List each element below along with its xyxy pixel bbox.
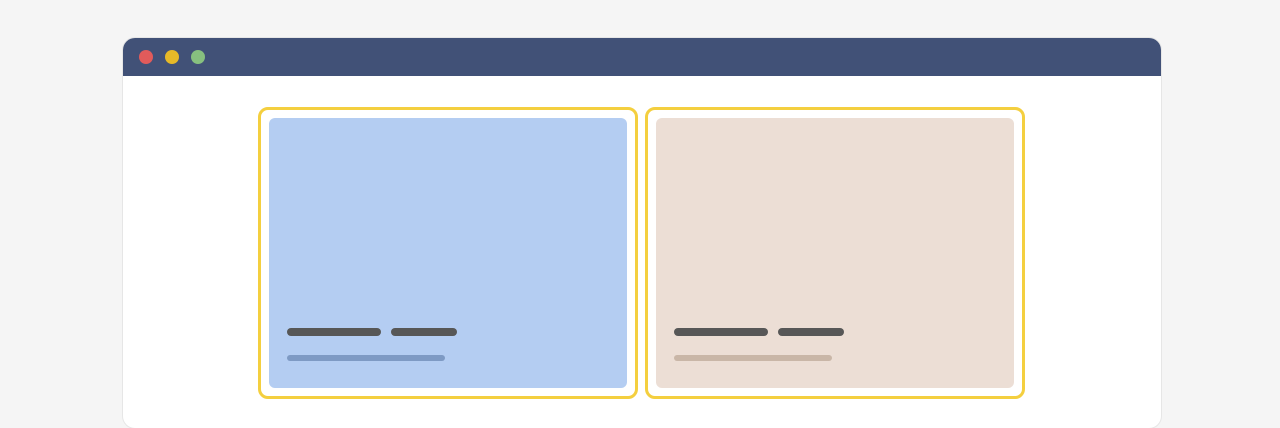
card-title-placeholder-short: [391, 328, 457, 336]
card-title-placeholder-short: [778, 328, 844, 336]
card-selection-frame-left[interactable]: [258, 107, 638, 399]
card-beige[interactable]: [656, 118, 1014, 388]
window-titlebar: [123, 38, 1161, 76]
close-window-button[interactable]: [139, 50, 153, 64]
card-selection-frame-right[interactable]: [645, 107, 1025, 399]
card-subtitle-placeholder: [287, 355, 445, 361]
browser-window: [123, 38, 1161, 428]
card-title-placeholder: [674, 328, 768, 336]
maximize-window-button[interactable]: [191, 50, 205, 64]
card-title-placeholder: [287, 328, 381, 336]
card-subtitle-placeholder: [674, 355, 832, 361]
minimize-window-button[interactable]: [165, 50, 179, 64]
card-blue[interactable]: [269, 118, 627, 388]
